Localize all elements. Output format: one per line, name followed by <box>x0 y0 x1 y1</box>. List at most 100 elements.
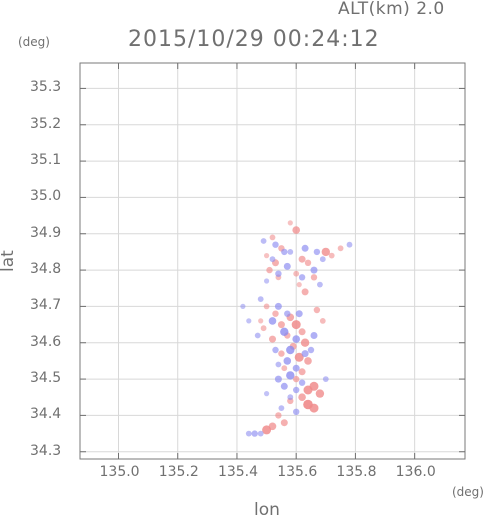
negative-point <box>346 241 353 248</box>
x-tick-label: 135.6 <box>277 464 318 480</box>
tick-layer <box>80 63 465 459</box>
positive-point <box>275 412 282 419</box>
positive-point <box>291 320 301 330</box>
y-tick-label: 35.1 <box>30 152 62 169</box>
positive-point <box>287 220 293 226</box>
positive-point <box>277 321 285 329</box>
y-axis-label: lat <box>0 250 18 272</box>
positive-point <box>258 318 264 324</box>
positive-point <box>266 266 273 274</box>
negative-point <box>310 266 318 274</box>
y-tick-label: 34.6 <box>30 333 62 350</box>
negative-point <box>287 394 294 401</box>
negative-point <box>275 270 282 277</box>
x-tick-label: 136.0 <box>395 464 436 480</box>
positive-point <box>301 288 309 296</box>
positive-point <box>281 365 288 372</box>
x-tick-label: 135.8 <box>336 464 377 480</box>
positive-point <box>296 282 302 288</box>
positive-point <box>263 303 270 310</box>
positive-point <box>315 389 325 398</box>
negative-point <box>298 274 306 281</box>
negative-point <box>298 379 306 386</box>
positive-point <box>272 310 279 317</box>
negative-point <box>269 256 276 263</box>
negative-point <box>313 248 321 256</box>
negative-point <box>272 346 279 354</box>
positive-point <box>293 270 300 277</box>
y-tick-label: 34.3 <box>30 442 62 459</box>
positive-point <box>278 350 285 357</box>
negative-point <box>284 310 291 317</box>
negative-point <box>310 332 318 339</box>
x-tick-label: 135.4 <box>217 464 259 480</box>
chart-title: 2015/10/29 00:24:12 <box>128 27 380 52</box>
y-tick-label: 35.0 <box>30 188 62 205</box>
positive-point <box>262 425 272 435</box>
positive-point <box>298 368 306 376</box>
negative-point <box>319 256 326 263</box>
negative-point <box>295 310 303 318</box>
negative-point <box>254 332 261 339</box>
positive-point <box>294 352 304 362</box>
x-unit-label: (deg) <box>452 485 484 499</box>
positive-point <box>319 318 326 324</box>
positive-point <box>337 245 344 252</box>
negative-point <box>293 408 300 415</box>
negative-point <box>286 371 295 380</box>
positive-point <box>260 325 267 332</box>
negative-point <box>278 405 285 411</box>
x-tick-label: 135.2 <box>158 464 199 480</box>
negative-point <box>274 302 282 310</box>
negative-point <box>246 318 252 324</box>
y-unit-label: (deg) <box>18 35 50 49</box>
negative-point <box>287 249 294 255</box>
points-layer <box>240 220 353 437</box>
negative-point <box>307 346 315 354</box>
negative-point <box>280 327 289 336</box>
negative-point <box>283 357 292 365</box>
positive-point <box>300 338 310 347</box>
negative-point <box>301 350 309 358</box>
x-tick-label: 135.0 <box>99 464 140 480</box>
positive-point <box>310 274 318 281</box>
positive-point <box>264 253 270 259</box>
negative-point <box>264 278 270 284</box>
negative-point <box>301 244 309 252</box>
negative-point <box>281 248 288 256</box>
y-tick-label: 34.8 <box>30 261 62 278</box>
negative-point <box>280 382 288 390</box>
negative-point <box>260 238 267 244</box>
positive-point <box>298 255 306 263</box>
positive-point <box>280 419 288 427</box>
negative-point <box>275 361 282 368</box>
positive-point <box>292 226 301 234</box>
y-tick-label: 34.7 <box>30 297 62 314</box>
negative-point <box>283 262 291 270</box>
negative-point <box>245 430 252 437</box>
negative-point <box>268 317 277 325</box>
negative-point <box>272 241 279 248</box>
negative-point <box>292 335 301 343</box>
positive-point <box>321 247 330 257</box>
positive-point <box>303 385 313 395</box>
positive-point <box>268 422 277 431</box>
positive-point <box>293 375 300 383</box>
negative-point <box>286 345 295 355</box>
positive-point <box>313 306 321 314</box>
y-tick-label: 34.9 <box>30 224 62 241</box>
x-axis-label: lon <box>254 500 280 520</box>
positive-point <box>298 328 306 336</box>
positive-point <box>298 393 306 402</box>
grid-layer <box>80 63 465 459</box>
y-tick-label: 35.3 <box>30 79 62 96</box>
positive-point <box>328 252 335 259</box>
negative-point <box>292 364 300 372</box>
negative-point <box>274 375 282 383</box>
y-tick-label: 34.4 <box>30 406 62 423</box>
positive-point <box>309 403 319 413</box>
positive-point <box>269 335 276 343</box>
negative-point <box>264 391 270 397</box>
negative-point <box>293 386 300 394</box>
negative-point <box>251 430 258 437</box>
